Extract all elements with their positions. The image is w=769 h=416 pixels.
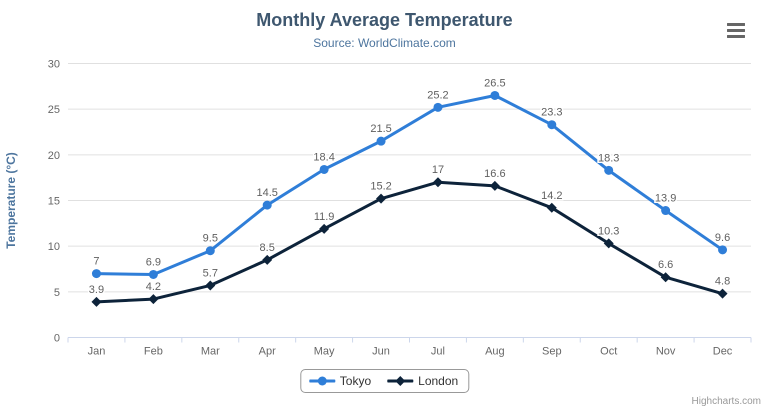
data-point[interactable] xyxy=(319,164,329,174)
credits-link[interactable]: Highcharts.com xyxy=(691,396,761,407)
data-point[interactable] xyxy=(718,245,728,255)
data-label: 17 xyxy=(432,164,444,176)
data-point[interactable] xyxy=(376,136,386,146)
x-tick-label: Dec xyxy=(713,346,733,358)
hamburger-icon xyxy=(727,35,745,38)
hamburger-icon xyxy=(727,29,745,32)
x-tick-label: Sep xyxy=(542,346,562,358)
data-point[interactable] xyxy=(91,296,102,307)
data-label: 14.5 xyxy=(256,187,277,199)
x-tick-label: Jul xyxy=(431,346,445,358)
data-point[interactable] xyxy=(717,288,728,299)
data-point[interactable] xyxy=(547,120,557,130)
data-label: 21.5 xyxy=(370,123,391,135)
legend-item-london[interactable]: London xyxy=(387,374,458,388)
data-label: 16.6 xyxy=(484,168,505,180)
data-label: 7 xyxy=(93,256,99,268)
data-label: 26.5 xyxy=(484,77,505,89)
series-line-tokyo[interactable] xyxy=(95,94,724,276)
x-tick-label: Jan xyxy=(88,346,106,358)
chart-title: Monthly Average Temperature xyxy=(256,10,513,30)
data-point[interactable] xyxy=(262,200,272,210)
legend-symbol-circle xyxy=(308,376,335,386)
data-point[interactable] xyxy=(546,202,557,213)
data-point[interactable] xyxy=(432,177,443,188)
data-label: 14.2 xyxy=(541,190,562,202)
data-point[interactable] xyxy=(262,254,273,265)
x-tick-label: Jun xyxy=(372,346,390,358)
data-point[interactable] xyxy=(604,165,614,175)
y-tick-label: 10 xyxy=(48,241,60,253)
data-point[interactable] xyxy=(148,269,158,279)
chart-subtitle: Source: WorldClimate.com xyxy=(313,36,456,50)
legend-label: Tokyo xyxy=(339,374,372,388)
data-point[interactable] xyxy=(317,376,327,386)
x-axis-labels: Jan Feb Mar Apr May Jun Jul Aug Sep Oct Nov Dec xyxy=(88,346,733,358)
data-label: 15.2 xyxy=(370,181,391,193)
y-tick-label: 0 xyxy=(54,333,60,345)
data-label: 11.9 xyxy=(314,211,335,223)
data-point[interactable] xyxy=(661,206,671,216)
data-point[interactable] xyxy=(433,102,443,112)
data-label: 4.2 xyxy=(146,281,161,293)
data-point[interactable] xyxy=(91,269,101,279)
data-label: 4.8 xyxy=(715,276,730,288)
series-tokyo: 7 6.9 9.5 14.5 18.4 21.5 25.2 26.5 23.3 18.3 13.9 9… xyxy=(91,76,732,279)
y-axis-labels: 0 5 10 15 20 25 30 xyxy=(48,59,60,345)
y-tick-label: 5 xyxy=(54,287,60,299)
data-point[interactable] xyxy=(603,238,614,249)
y-axis-title: Temperature (°C) xyxy=(4,152,18,249)
y-tick-label: 25 xyxy=(48,104,60,116)
data-point[interactable] xyxy=(205,246,215,256)
legend-item-tokyo[interactable]: Tokyo xyxy=(308,374,372,388)
x-tick-label: Oct xyxy=(600,346,617,358)
x-tick-label: Feb xyxy=(144,346,163,358)
x-tick-label: Apr xyxy=(259,346,276,358)
data-point[interactable] xyxy=(376,193,387,204)
data-point[interactable] xyxy=(490,90,500,100)
data-label: 23.3 xyxy=(541,107,562,119)
data-label: 6.9 xyxy=(146,256,161,268)
data-label: 9.6 xyxy=(715,232,730,244)
legend-symbol-diamond xyxy=(387,376,414,386)
data-label: 3.9 xyxy=(89,284,104,296)
y-tick-label: 15 xyxy=(48,196,60,208)
x-tick-label: Mar xyxy=(201,346,220,358)
y-tick-label: 20 xyxy=(48,150,60,162)
data-point[interactable] xyxy=(319,223,330,234)
context-menu-button[interactable] xyxy=(725,21,749,40)
x-tick-label: May xyxy=(314,346,335,358)
series-line-london[interactable] xyxy=(95,180,724,304)
data-point[interactable] xyxy=(660,272,671,283)
data-label: 13.9 xyxy=(655,193,676,205)
x-axis xyxy=(67,337,752,343)
data-label: 6.6 xyxy=(658,259,673,271)
legend: Tokyo London xyxy=(299,369,470,393)
hamburger-icon xyxy=(727,23,745,26)
data-label: 18.4 xyxy=(313,151,334,163)
data-label: 9.5 xyxy=(203,233,218,245)
data-point[interactable] xyxy=(395,376,406,386)
data-point[interactable] xyxy=(489,180,500,191)
data-label: 8.5 xyxy=(260,242,275,254)
data-label: 10.3 xyxy=(598,225,619,237)
legend-label: London xyxy=(418,374,459,388)
data-point[interactable] xyxy=(148,294,159,305)
data-point[interactable] xyxy=(205,280,216,291)
series-london: 3.9 4.2 5.7 8.5 11.9 15.2 17 16.6 14.2 10.3 6.6 4.8 xyxy=(87,163,732,307)
data-label: 25.2 xyxy=(427,89,448,101)
y-tick-label: 30 xyxy=(48,59,60,71)
x-tick-label: Aug xyxy=(485,346,505,358)
x-tick-label: Nov xyxy=(656,346,676,358)
data-label: 5.7 xyxy=(203,267,218,279)
data-label: 18.3 xyxy=(598,152,619,164)
